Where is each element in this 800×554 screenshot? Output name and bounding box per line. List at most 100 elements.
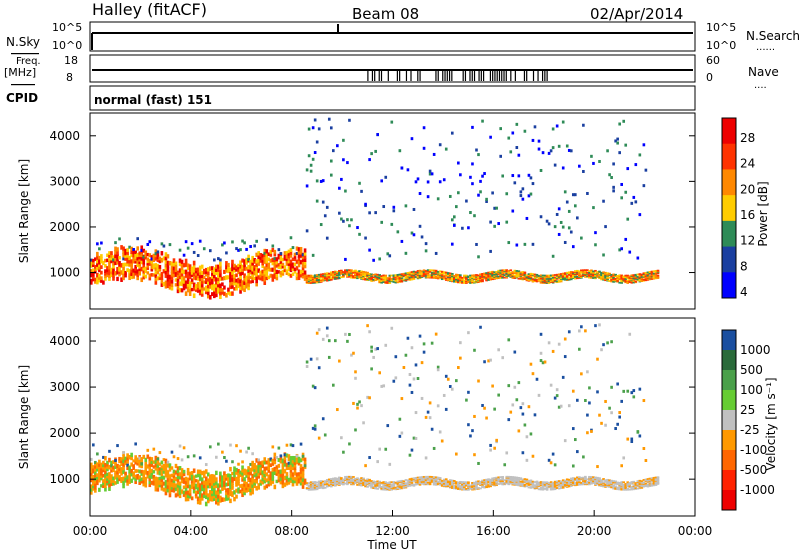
heat-cell — [225, 473, 228, 478]
heat-cell — [555, 273, 559, 276]
heat-cell — [392, 379, 396, 383]
heat-cell — [221, 450, 224, 454]
heat-cell — [311, 384, 315, 388]
heat-cell — [374, 482, 377, 485]
heat-cell — [134, 469, 137, 473]
heat-cell — [305, 229, 309, 233]
heat-cell — [459, 173, 462, 177]
heat-cell — [186, 480, 190, 486]
heat-cell — [96, 272, 99, 278]
heat-cell — [632, 484, 636, 487]
heat-cell — [374, 149, 377, 153]
nave-bar — [526, 70, 528, 81]
heat-cell — [600, 274, 603, 277]
heat-cell — [307, 484, 311, 487]
heat-cell — [277, 270, 281, 274]
heat-cell — [180, 288, 184, 293]
heat-cell — [315, 484, 319, 486]
heat-cell — [239, 267, 242, 273]
heat-cell — [96, 251, 99, 257]
heat-cell — [265, 252, 269, 257]
heat-cell — [620, 281, 623, 284]
heat-cell — [273, 261, 277, 265]
heat-cell — [108, 265, 111, 270]
heat-cell — [225, 261, 228, 266]
heat-cell — [180, 475, 184, 480]
heat-cell — [243, 259, 246, 264]
heat-cell — [90, 269, 93, 273]
heat-cell — [271, 277, 275, 282]
heat-cell — [533, 413, 537, 417]
heat-cell — [162, 466, 166, 471]
heat-cell — [384, 278, 388, 281]
heat-cell — [208, 489, 212, 494]
heat-cell — [241, 460, 244, 464]
heat-cell — [529, 432, 533, 436]
heat-cell — [356, 483, 359, 486]
heat-cell — [273, 249, 277, 254]
heat-cell — [457, 279, 460, 282]
heat-cell — [642, 274, 646, 277]
heat-cell — [138, 258, 142, 262]
heat-cell — [334, 477, 337, 480]
heat-cell — [166, 477, 170, 482]
heat-cell — [96, 462, 99, 467]
heat-cell — [386, 281, 390, 284]
heat-cell — [198, 473, 202, 478]
heat-cell — [206, 280, 210, 285]
heat-cell — [120, 270, 123, 275]
heat-cell — [402, 278, 406, 281]
heat-cell — [382, 483, 386, 486]
heat-cell — [104, 269, 107, 273]
heat-cell — [178, 472, 182, 477]
power-colorbar-tick: 24 — [740, 157, 755, 171]
heat-cell — [112, 476, 115, 481]
heat-cell — [215, 455, 218, 459]
x-tick-label: 00:00 — [73, 524, 108, 538]
heat-cell — [279, 273, 283, 278]
heat-cell — [279, 262, 283, 267]
heat-cell — [142, 266, 146, 271]
heat-cell — [430, 479, 434, 482]
heat-cell — [116, 473, 119, 478]
heat-cell — [247, 265, 250, 270]
nave-bar — [371, 70, 374, 81]
heat-cell — [608, 272, 611, 275]
heat-cell — [261, 269, 265, 274]
heat-cell — [620, 276, 623, 279]
heat-cell — [196, 277, 200, 281]
heat-cell — [198, 239, 202, 243]
heat-cell — [376, 133, 379, 137]
heat-cell — [237, 277, 240, 282]
heat-cell — [208, 484, 212, 489]
heat-cell — [624, 483, 628, 485]
heat-cell — [332, 383, 335, 387]
heat-cell — [94, 482, 97, 487]
heat-cell — [116, 260, 119, 265]
heat-cell — [432, 446, 436, 450]
heat-cell — [358, 232, 361, 236]
heat-cell — [176, 288, 180, 294]
heat-cell — [285, 257, 289, 262]
heat-cell — [442, 481, 446, 484]
heat-cell — [142, 248, 146, 253]
velocity-colorbar-tick: -100 — [740, 443, 767, 457]
heat-cell — [98, 469, 101, 474]
heat-cell — [176, 270, 180, 276]
heat-cell — [132, 268, 135, 273]
heat-cell — [364, 275, 367, 278]
heat-cell — [188, 487, 192, 491]
heat-cell — [249, 477, 252, 483]
heat-cell — [231, 291, 234, 296]
heat-cell — [140, 459, 144, 464]
heat-cell — [144, 457, 148, 462]
heat-cell — [257, 275, 260, 280]
heat-cell — [225, 264, 228, 270]
heat-cell — [184, 240, 188, 244]
heat-cell — [342, 158, 345, 162]
nave-bar — [469, 70, 471, 81]
heat-cell — [515, 271, 519, 274]
heat-cell — [158, 479, 162, 483]
heat-cell — [261, 460, 265, 465]
